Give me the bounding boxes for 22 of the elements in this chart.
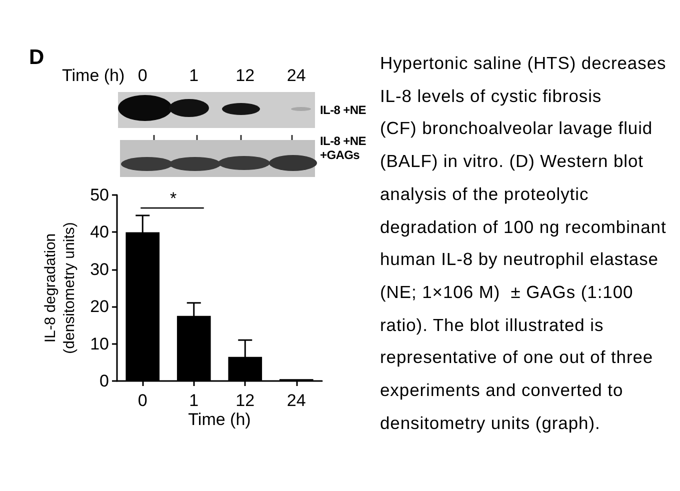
category-label: 0 (138, 66, 148, 85)
x-tick-label: 0 (138, 391, 148, 410)
y-tick-label: 0 (100, 372, 109, 390)
x-axis-title: Time (h) (188, 410, 251, 429)
category-label: 1 (189, 66, 199, 85)
text: Time (h) (62, 66, 125, 85)
y-tick-label: 20 (90, 297, 109, 316)
text: IL-8 +NE (320, 103, 366, 117)
y-tick-label: 30 (90, 260, 109, 279)
text: D (29, 46, 44, 69)
x-tick-label: 24 (286, 391, 306, 410)
annotation: * (170, 189, 177, 208)
y-tick-label: 40 (90, 222, 109, 242)
text: Hypertonic saline (HTS) decreases IL-8 levels of cystic fibrosis (CF) bronchoalveolar lavage fluid (BALF) in vitro. (D) Western blot analysis of the proteolytic degradation of 100 ng recombinant human IL-8 by neutrophil elastase (NE; 1×106 M) ± GAGs (1:100 ratio). The blot illustrated is representative of one out of three experiments and converted to densitometry units (graph). (380, 53, 666, 433)
y-tick-label: 50 (90, 186, 109, 204)
y-tick-label: 10 (90, 334, 109, 354)
y-axis-title: IL-8 degradation (densitometry units) (42, 222, 78, 354)
x-tick-label: 12 (236, 391, 255, 410)
text: IL-8 +NE +GAGs (320, 134, 366, 162)
x-tick-label: 1 (189, 391, 199, 410)
category-label: 24 (286, 66, 306, 85)
category-label: 12 (236, 66, 255, 85)
